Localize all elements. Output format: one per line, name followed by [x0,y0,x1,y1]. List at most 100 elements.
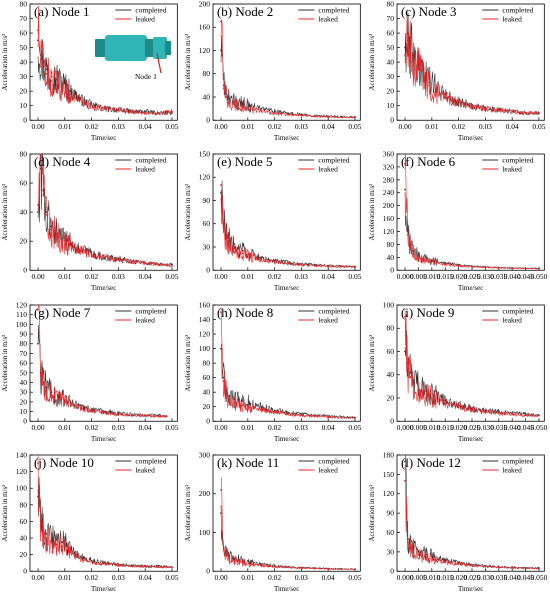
y-tick-label: 60 [20,517,28,526]
data-point-leaked [409,246,411,249]
data-point-completed [233,246,236,249]
y-tick-label: 50 [20,368,28,377]
chart-svg: 040801201602002402803203600.0000.0050.01… [368,150,548,293]
x-tick-label: 0.040 [503,573,520,582]
chart-panel: 0 20 40 60 80 0.00 0.01 0.02 0.03 0.04 0.05 Time/se… [0,150,183,300]
data-point-leaked [274,112,276,115]
x-tick-label: 0.02 [268,272,281,281]
x-tick-label: 0.025 [463,272,480,281]
data-point-leaked [497,109,500,111]
data-point-leaked [287,262,290,265]
x-tick-label: 0.00 [31,272,44,281]
y-tick-label: 0 [23,116,27,125]
data-point-leaked [403,163,406,165]
x-tick-label: 0.020 [450,573,467,582]
y-tick-label: 20 [20,237,28,246]
legend-label-leaked: leaked [135,315,155,324]
x-tick-label: 0.05 [165,122,178,131]
data-point-leaked [130,565,133,567]
x-tick-label: 0.01 [58,272,71,281]
y-tick-label: 100 [199,344,210,353]
y-tick-label: 10 [386,101,394,110]
series-line-leaked [221,190,356,269]
data-point-leaked [452,100,454,103]
y-tick-label: 120 [16,300,27,309]
data-point-leaked [427,84,430,87]
data-point-leaked [300,566,303,569]
data-point-leaked [327,115,330,118]
chart-panel: 0 20 40 60 80 100 120 140 160 0.00 0.01 0.02 0.03 0.0… [183,300,366,451]
x-tick-label: 0.035 [490,573,507,582]
data-point-leaked [537,112,540,114]
data-point-leaked [300,114,303,117]
data-point-leaked [77,249,80,252]
y-tick-label: 160 [199,300,210,309]
legend-label-completed: completed [502,306,533,315]
data-point-leaked [327,415,330,418]
data-point-leaked [171,265,173,268]
data-point-completed [220,347,223,349]
legend-label-leaked: leaked [502,15,522,24]
chart-panel: 0 20 40 60 80 100 120 140 0.00 0.01 0.02 0.03 0.04 0.… [0,450,183,601]
legend-label-completed: completed [319,306,350,315]
data-point-leaked [223,87,225,90]
data-point-leaked [39,524,42,527]
data-point-leaked [354,416,357,419]
x-tick-label: 0.05 [532,122,545,131]
y-tick-label: 160 [199,23,210,32]
data-point-leaked [157,565,160,568]
panel-title: (h) Node 8 [217,305,273,320]
data-point-leaked [228,398,231,400]
y-tick-label: 0 [207,566,211,575]
chart-panel: 0 30 60 90 120 150 0.00 0.01 0.02 0.03 0.04 0.05 Tim… [183,150,366,300]
x-tick-label: 0.04 [139,423,152,432]
y-tick-label: 30 [20,387,28,396]
x-tick-label: 0.010 [423,272,440,281]
chart-svg: 0 100 200 300 0.00 0.01 0.02 0.03 0.04 0.05 Time/s… [184,450,362,593]
y-tick-label: 80 [386,0,394,9]
y-tick-label: 30 [386,72,394,81]
data-point-leaked [341,568,343,570]
chart-panel: 0 40 80 120 160 200 240 280 320 360 0.000 0.005 0.01… [367,150,550,300]
data-point-leaked [433,397,436,400]
data-point-leaked [69,93,72,95]
data-point-leaked [425,393,428,395]
data-point-leaked [144,565,147,567]
legend-label-leaked: leaked [502,465,522,474]
data-point-completed [403,188,406,191]
y-tick-label: 90 [203,196,211,205]
plot-frame [29,153,178,271]
x-tick-label: 0.03 [478,122,491,131]
data-point-leaked [260,564,263,567]
x-axis-label: Time/sec [91,435,116,443]
data-point-completed [274,408,276,411]
x-axis-label: Time/sec [274,284,299,292]
data-point-completed [37,342,39,345]
data-point-completed [403,350,406,352]
data-point-leaked [45,214,47,217]
data-point-leaked [39,160,42,163]
data-point-leaked [104,107,106,110]
x-tick-label: 0.05 [165,272,178,281]
data-point-leaked [417,553,419,556]
series-line-completed [221,343,356,419]
plot-frame [29,304,178,422]
y-tick-label: 40 [20,533,28,542]
data-point-leaked [93,561,96,564]
legend-label-completed: completed [502,456,533,465]
data-point-leaked [510,267,513,270]
data-point-leaked [406,367,409,370]
y-tick-label: 0 [390,116,394,125]
y-tick-label: 200 [199,489,210,498]
data-point-leaked [497,411,500,414]
data-point-leaked [327,567,330,570]
y-tick-label: 120 [199,173,210,182]
y-axis-label: Acceleration in m/s² [1,334,9,391]
data-point-leaked [39,373,42,376]
data-point-leaked [274,565,276,568]
y-tick-label: 80 [386,240,394,249]
legend-label-completed: completed [319,156,350,165]
series-line-leaked [221,19,356,119]
